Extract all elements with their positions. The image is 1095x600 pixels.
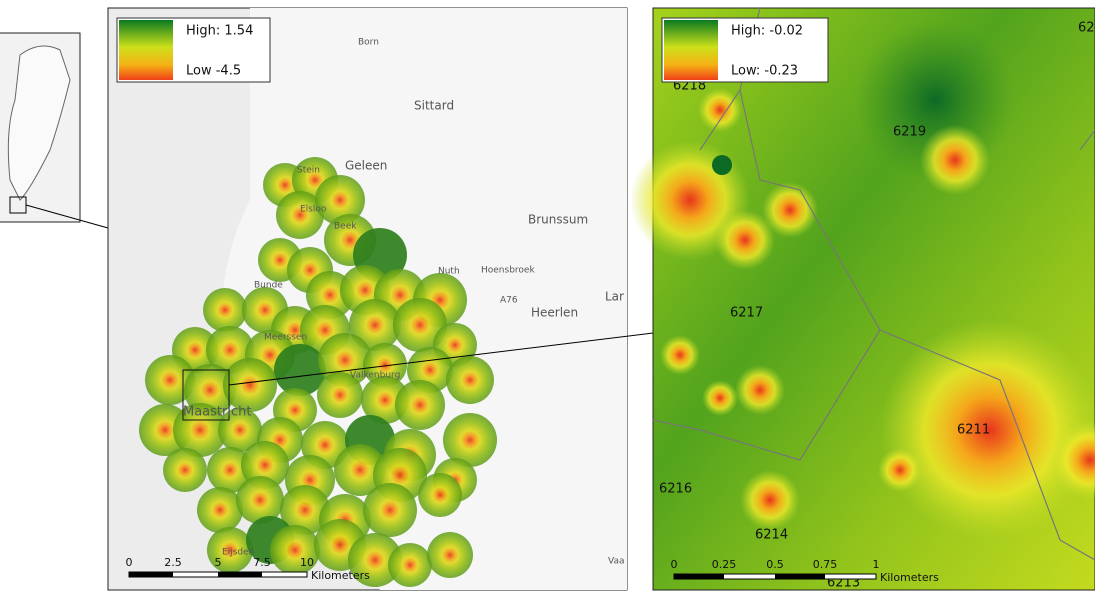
- heat-spot: [418, 473, 462, 517]
- scale-tick: 2.5: [164, 556, 182, 569]
- heat-spot: [223, 358, 277, 412]
- legend-high: High: -0.02: [731, 24, 803, 39]
- postcode-label: 6211: [957, 423, 990, 438]
- place-label: Born: [358, 38, 379, 48]
- place-label: Brunssum: [528, 213, 588, 227]
- heat-spot: [443, 413, 497, 467]
- connector: [25, 204, 109, 229]
- road-label: A76: [500, 296, 518, 306]
- heat-spot: [388, 543, 432, 587]
- heat-spot: [395, 380, 445, 430]
- place-label: Elsloo: [300, 205, 327, 215]
- scale-bar: 0 0.25 0.5 0.75 1 Kilometers: [671, 558, 940, 584]
- heat-spot: [363, 343, 407, 387]
- heat-spot: [163, 448, 207, 492]
- connector: [228, 332, 654, 386]
- heat-spot: [427, 532, 473, 578]
- heat-spot: [280, 485, 330, 535]
- heat-spot: [446, 356, 494, 404]
- scale-tick: 7.5: [253, 556, 271, 569]
- heat-spot: [393, 298, 447, 352]
- place-label: Valkenburg: [350, 371, 400, 381]
- detail-map: [630, 7, 1095, 591]
- place-label: Stein: [297, 166, 320, 176]
- postcode-label: 6219: [893, 125, 926, 140]
- place-label: Hoensbroek: [481, 266, 535, 276]
- heat-spot: [334, 444, 386, 496]
- main-map: [107, 7, 628, 591]
- heat-spot: [270, 525, 320, 575]
- heat-spot: [318, 333, 372, 387]
- postcode-label: 6217: [730, 306, 763, 321]
- place-label: Sittard: [414, 99, 454, 113]
- heat-spot: [276, 191, 324, 239]
- legend-low: Low -4.5: [186, 64, 241, 79]
- heat-spot: [207, 447, 253, 493]
- legend: High: 1.54 Low -4.5: [116, 17, 271, 83]
- heat-spot: [348, 533, 402, 587]
- postcode-label: 6216: [659, 482, 692, 497]
- scale-tick: 1: [873, 558, 880, 571]
- zoom-box: [182, 369, 230, 421]
- place-label: Lar: [605, 290, 624, 304]
- country-outline: [7, 45, 71, 201]
- heat-spot: [349, 299, 401, 351]
- heat-spot: [184, 364, 236, 416]
- postcode-label: 6214: [755, 528, 788, 543]
- scale-tick: 5: [215, 556, 222, 569]
- legend-low: Low: -0.23: [731, 64, 798, 79]
- legend: High: -0.02 Low: -0.23: [661, 17, 829, 83]
- scale-tick: 10: [300, 556, 314, 569]
- place-label: Heerlen: [531, 306, 578, 320]
- heat-spot: [173, 403, 227, 457]
- heat-spot: [207, 527, 253, 573]
- heat-spot: [317, 372, 363, 418]
- place-label: Maastricht: [183, 405, 251, 420]
- scale-unit: Kilometers: [880, 571, 939, 584]
- heat-spot: [197, 487, 243, 533]
- place-label: Nuth: [438, 267, 460, 277]
- scale-unit: Kilometers: [311, 569, 370, 582]
- place-label: Meerssen: [264, 333, 307, 343]
- place-label: Bunde: [254, 281, 283, 291]
- heat-spot: [203, 288, 247, 332]
- scale-tick: 0.25: [712, 558, 737, 571]
- place-label: Vaa: [608, 557, 625, 567]
- scale-tick: 0: [671, 558, 678, 571]
- scale-tick: 0: [126, 556, 133, 569]
- place-label: Eijsden: [222, 548, 254, 558]
- heat-spot: [274, 344, 326, 396]
- heat-spot: [315, 175, 365, 225]
- postcode-label: 62: [1078, 21, 1095, 36]
- scale-tick: 0.5: [766, 558, 784, 571]
- heat-spot: [241, 441, 289, 489]
- heat-spot: [236, 476, 284, 524]
- legend-high: High: 1.54: [186, 24, 253, 39]
- place-label: Beek: [334, 222, 357, 232]
- scale-tick: 0.75: [813, 558, 838, 571]
- scale-bar: 0 2.5 5 7.5 10 Kilometers: [126, 556, 371, 582]
- place-label: Geleen: [345, 159, 387, 173]
- heat-spot: [363, 483, 417, 537]
